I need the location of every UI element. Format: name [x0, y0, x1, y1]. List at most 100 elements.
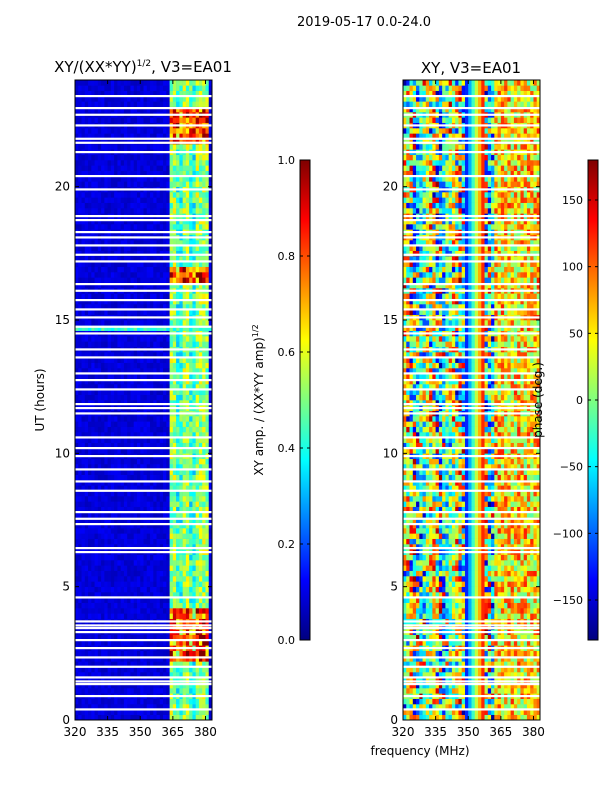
heatmap-cell [202, 117, 206, 123]
heatmap-cell [101, 640, 105, 646]
heatmap-cell [84, 320, 89, 326]
heatmap-cell [81, 341, 86, 347]
heatmap-cell [208, 373, 212, 379]
heatmap-cell [114, 421, 118, 427]
heatmap-cell [208, 138, 212, 145]
heatmap-cell [189, 138, 193, 145]
heatmap-cell [185, 389, 190, 395]
heatmap-cell [156, 688, 161, 694]
heatmap-cell [153, 373, 157, 379]
heatmap-cell [110, 256, 115, 262]
heatmap-cell [205, 640, 210, 646]
heatmap-cell [88, 458, 92, 465]
heatmap-cell [81, 298, 86, 305]
heatmap-cell [81, 309, 86, 315]
heatmap-cell [202, 501, 206, 507]
heatmap-cell [192, 154, 196, 161]
heatmap-cell [110, 602, 115, 609]
heatmap-cell [127, 714, 131, 720]
heatmap-cell [202, 517, 206, 523]
heatmap-cell [143, 458, 148, 465]
heatmap-cell [156, 421, 161, 427]
heatmap-cell [143, 181, 148, 187]
heatmap-cell [189, 133, 193, 139]
heatmap-cell [78, 192, 82, 198]
heatmap-cell [104, 282, 108, 289]
heatmap-cell [127, 256, 131, 262]
heatmap-cell [172, 528, 177, 534]
heatmap-cell [94, 192, 99, 198]
heatmap-cell [189, 458, 193, 465]
heatmap-cell [130, 160, 135, 166]
heatmap-cell [94, 560, 99, 566]
heatmap-cell [166, 170, 170, 177]
heatmap-cell [185, 192, 190, 198]
heatmap-cell [84, 602, 89, 609]
heatmap-cell [150, 602, 154, 609]
heatmap-cell [101, 160, 105, 166]
heatmap-cell [117, 677, 121, 683]
heatmap-cell [146, 224, 151, 230]
heatmap-cell [120, 688, 125, 694]
heatmap-cell [143, 672, 148, 678]
heatmap-cell [140, 501, 144, 507]
heatmap-cell [81, 474, 86, 481]
heatmap-cell [179, 544, 183, 550]
heatmap-cell [143, 416, 148, 422]
heatmap-cell [205, 352, 210, 358]
heatmap-cell [75, 442, 79, 449]
heatmap-cell [114, 277, 118, 283]
heatmap-cell [136, 362, 141, 369]
heatmap-cell [133, 378, 138, 385]
heatmap-cell [169, 501, 174, 507]
heatmap-cell [182, 325, 187, 331]
heatmap-cell [123, 533, 128, 539]
heatmap-cell [159, 469, 164, 475]
heatmap-cell [75, 704, 79, 710]
heatmap-cell [75, 421, 79, 427]
heatmap-cell [107, 714, 112, 720]
heatmap-cell [110, 341, 115, 347]
heatmap-cell [185, 522, 190, 529]
heatmap-cell [107, 256, 112, 262]
heatmap-cell [81, 517, 86, 523]
heatmap-cell [75, 224, 79, 230]
heatmap-cell [88, 592, 92, 598]
heatmap-cell [172, 368, 177, 374]
heatmap-cell [94, 394, 99, 401]
heatmap-cell [104, 608, 108, 614]
heatmap-cell [110, 293, 115, 299]
heatmap-cell [166, 362, 170, 369]
heatmap-cell [179, 560, 183, 566]
heatmap-cell [136, 698, 141, 705]
heatmap-cell [130, 117, 135, 123]
heatmap-cell [88, 640, 92, 646]
heatmap-cell [120, 485, 125, 491]
heatmap-cell [143, 512, 148, 518]
heatmap-cell [208, 608, 212, 614]
heatmap-cell [195, 682, 200, 689]
heatmap-cell [91, 608, 95, 614]
heatmap-cell [91, 426, 95, 433]
heatmap-cell [159, 576, 164, 582]
heatmap-cell [189, 293, 193, 299]
heatmap-cell [81, 613, 86, 619]
heatmap-cell [195, 576, 200, 582]
heatmap-cell [75, 554, 79, 561]
heatmap-cell [176, 666, 180, 673]
heatmap-cell [120, 197, 125, 203]
heatmap-cell [146, 96, 151, 102]
heatmap-cell [140, 250, 144, 257]
heatmap-cell [179, 384, 183, 390]
heatmap-cell [75, 368, 79, 374]
heatmap-cell [75, 138, 79, 145]
heatmap-cell [75, 480, 79, 486]
heatmap-cell [127, 432, 131, 438]
heatmap-cell [104, 277, 108, 283]
heatmap-cell [133, 192, 138, 198]
heatmap-cell [143, 85, 148, 91]
heatmap-cell [130, 378, 135, 385]
heatmap-cell [195, 320, 200, 326]
heatmap-cell [198, 592, 203, 598]
heatmap-cell [176, 650, 180, 657]
